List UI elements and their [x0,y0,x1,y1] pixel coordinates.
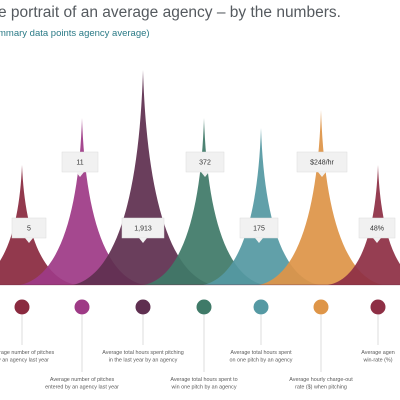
value-callout-pointer [318,172,326,177]
peak-3 [73,70,213,285]
legend-description-5: Average total hours spent [230,350,292,356]
baseline [0,284,400,286]
value-callout-1: 5 [11,217,47,243]
legend-description-6: Average hourly charge-out [289,377,353,383]
peak-1 [0,165,77,285]
legend-description-2: entered by an agency last year [45,385,119,391]
value-callout-pointer [25,238,33,243]
value-callout-7: 48% [358,217,396,243]
legend-dot-7 [370,299,386,315]
value-label: 372 [199,160,211,167]
value-callout-pointer [373,238,381,243]
legend-dot-1 [14,299,30,315]
value-callout-pointer [201,172,209,177]
legend-description-5: on one pitch by an agency [230,358,293,364]
value-callout-6: $248/hr [296,151,348,177]
legend-description-7: Average agen [361,350,394,356]
legend-description-1: by an agency last year [0,358,49,364]
peak-7 [328,165,400,285]
value-callout-5: 175 [239,217,279,243]
peak-6 [259,110,383,285]
chart-title: e portrait of an average agency – by the… [0,4,341,21]
peak-2 [20,118,144,285]
legend-description-4: Average total hours spent to [170,377,237,383]
value-label: 5 [27,226,31,233]
value-label: $248/hr [310,160,334,167]
peaks-layer [0,70,400,286]
legend-dot-6 [313,299,329,315]
peak-4 [144,118,264,285]
legend-dot-5 [253,299,269,315]
value-callout-pointer [255,238,263,243]
value-label: 1,913 [134,226,152,233]
value-label: 175 [253,226,265,233]
legend-description-3: in the last year by an agency [109,358,178,364]
value-label: 48% [370,226,384,233]
peak-5 [203,128,319,285]
legend-description-2: Average number of pitches [50,377,115,383]
legend-description-1: Average number of pitches [0,350,54,356]
value-callout-3: 1,913 [121,217,165,243]
legend-description-7: win-rate (%) [362,358,392,364]
value-label: 11 [76,160,83,167]
legend-layer: Average number of pitches by an agency la… [0,299,395,391]
value-callout-pointer [139,238,147,243]
chart-subtitle: mmary data points agency average) [0,28,150,39]
legend-dot-3 [135,299,151,315]
legend-description-4: win one pitch by an agency [170,385,236,391]
value-callout-2: 11 [61,151,99,177]
legend-description-6: rate ($) when pitching [295,385,347,391]
callouts-layer: 5 11 1,913 372 175 $248/hr 48% [11,151,396,243]
legend-dot-2 [74,299,90,315]
value-callout-4: 372 [185,151,225,177]
legend-dot-4 [196,299,212,315]
value-callout-pointer [76,172,84,177]
legend-description-3: Average total hours spent pitching [102,350,183,356]
